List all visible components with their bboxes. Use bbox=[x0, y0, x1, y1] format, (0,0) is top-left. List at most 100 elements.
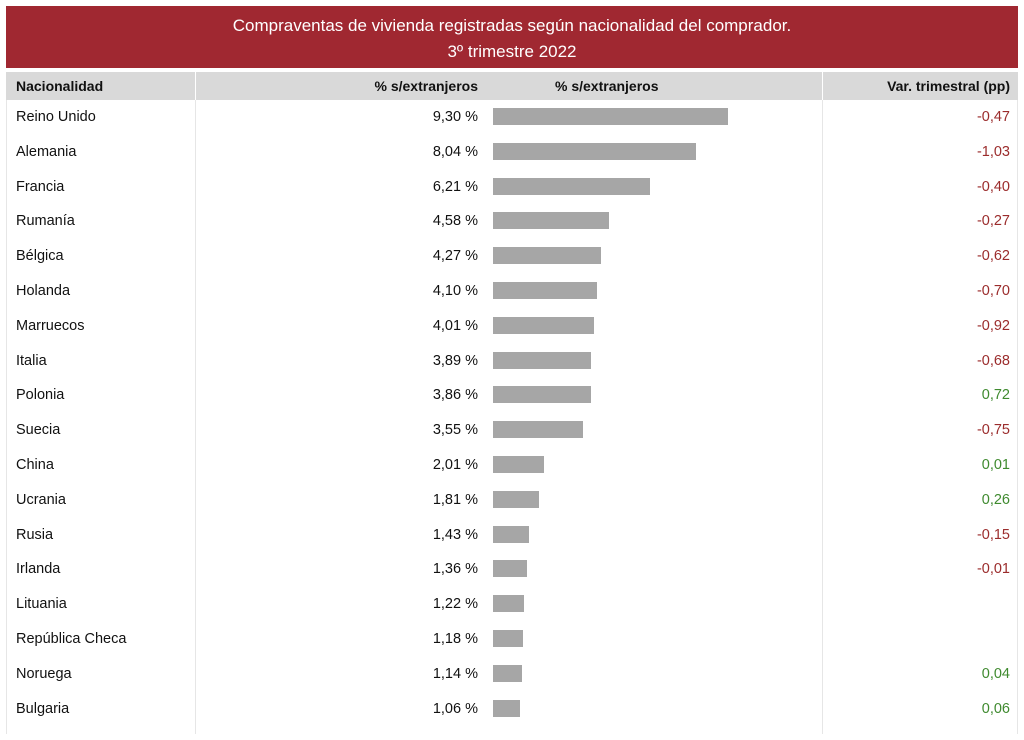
table-row: Marruecos 4,01 % -0,92 bbox=[6, 309, 1018, 344]
pct-value-label: 4,58 % bbox=[432, 213, 478, 230]
pct-value-label: 1,18 % bbox=[432, 631, 478, 647]
nationality-label: Ucrania bbox=[16, 491, 66, 508]
nationality-label: Bulgaria bbox=[16, 700, 70, 717]
variation-value-label: -0,62 bbox=[976, 248, 1010, 265]
title-bar: Compraventas de vivienda registradas seg… bbox=[6, 6, 1018, 68]
variation-value-label bbox=[824, 622, 1010, 657]
table-row: Reino Unido 9,30 % -0,47 bbox=[6, 100, 1018, 135]
bar-república-checa bbox=[493, 630, 523, 647]
nationality-label: Polonia bbox=[16, 387, 65, 404]
table-row: Holanda 4,10 % -0,70 bbox=[6, 274, 1018, 309]
pct-value-label: 3,55 % bbox=[432, 422, 478, 439]
bar-ucrania bbox=[493, 490, 539, 508]
table-row: Italia 3,89 % -0,68 bbox=[6, 344, 1018, 379]
table-row: Rusia 1,43 % -0,15 bbox=[6, 518, 1018, 553]
bar-bulgaria bbox=[493, 699, 520, 717]
header-pct-bar: % s/extranjeros bbox=[555, 78, 659, 94]
variation-value-label: -0,70 bbox=[976, 283, 1010, 299]
pct-value-label: 6,21 % bbox=[432, 178, 478, 195]
table-header: Nacionalidad % s/extranjeros % s/extranj… bbox=[6, 72, 1018, 100]
nationality-label: Italia bbox=[16, 352, 47, 369]
variation-value-label: -0,68 bbox=[976, 352, 1010, 369]
nationality-label: Alemania bbox=[16, 143, 77, 160]
pct-value-label: 1,06 % bbox=[432, 700, 478, 717]
variation-value-label: -1,03 bbox=[976, 143, 1010, 160]
header-nationality: Nacionalidad bbox=[16, 78, 104, 94]
pct-value-label: 4,10 % bbox=[432, 283, 478, 299]
bar-rusia bbox=[493, 525, 530, 543]
table-frame: Compraventas de vivienda registradas seg… bbox=[6, 6, 1018, 734]
nationality-label: Rusia bbox=[16, 526, 54, 543]
bar-lituania bbox=[493, 595, 524, 613]
table-row: Francia 6,21 % -0,40 bbox=[6, 170, 1018, 205]
bar-suecia bbox=[493, 421, 583, 439]
variation-value-label: -0,47 bbox=[976, 109, 1010, 125]
variation-value-label: 0,04 bbox=[981, 665, 1010, 682]
table-row: República Checa 1,18 % bbox=[6, 622, 1018, 657]
pct-value-label: 4,27 % bbox=[432, 248, 478, 265]
pct-value-label: 1,36 % bbox=[432, 561, 478, 578]
nationality-label: Lituania bbox=[16, 596, 67, 613]
variation-value-label: 0,72 bbox=[981, 387, 1010, 404]
table-row: Lituania 1,22 % bbox=[6, 587, 1018, 622]
variation-value-label: 0,26 bbox=[981, 491, 1010, 508]
pct-value-label: 1,14 % bbox=[432, 665, 478, 682]
header-divider bbox=[195, 72, 196, 100]
pct-value-label: 9,30 % bbox=[432, 109, 478, 125]
pct-value-label: 8,04 % bbox=[432, 143, 478, 160]
variation-value-label: 0,01 bbox=[981, 457, 1010, 473]
nationality-label: República Checa bbox=[16, 631, 127, 647]
table-row: Alemania 8,04 % -1,03 bbox=[6, 135, 1018, 170]
nationality-label: Marruecos bbox=[16, 317, 85, 334]
nationality-label: Suecia bbox=[16, 422, 61, 439]
header-var: Var. trimestral (pp) bbox=[887, 78, 1010, 94]
nationality-label: Noruega bbox=[16, 665, 72, 682]
nationality-label: Rumanía bbox=[16, 213, 75, 230]
variation-value-label: -0,15 bbox=[976, 526, 1010, 543]
column-divider bbox=[1017, 100, 1018, 734]
table-row: Rumanía 4,58 % -0,27 bbox=[6, 204, 1018, 239]
variation-value-label bbox=[824, 587, 1010, 622]
nationality-label: China bbox=[16, 457, 54, 473]
page-title: Compraventas de vivienda registradas seg… bbox=[232, 16, 792, 35]
variation-value-label: -0,92 bbox=[976, 317, 1010, 334]
bar-holanda bbox=[493, 282, 597, 299]
variation-value-label: -0,75 bbox=[976, 422, 1010, 439]
table-row: Noruega 1,14 % 0,04 bbox=[6, 657, 1018, 692]
pct-value-label: 3,89 % bbox=[432, 352, 478, 369]
table-row: Bulgaria 1,06 % 0,06 bbox=[6, 692, 1018, 727]
bar-francia bbox=[493, 177, 650, 195]
nationality-label: Bélgica bbox=[16, 248, 64, 265]
table-row: Polonia 3,86 % 0,72 bbox=[6, 378, 1018, 413]
bar-reino-unido bbox=[493, 108, 728, 125]
nationality-label: Irlanda bbox=[16, 561, 61, 578]
table-row: Irlanda 1,36 % -0,01 bbox=[6, 552, 1018, 587]
bar-marruecos bbox=[493, 316, 595, 334]
variation-value-label: -0,40 bbox=[976, 178, 1010, 195]
table-row: Bélgica 4,27 % -0,62 bbox=[6, 239, 1018, 274]
pct-value-label: 4,01 % bbox=[432, 317, 478, 334]
nationality-label: Reino Unido bbox=[16, 109, 96, 125]
bar-polonia bbox=[493, 386, 591, 404]
header-divider bbox=[822, 72, 823, 100]
table-row: Ucrania 1,81 % 0,26 bbox=[6, 483, 1018, 518]
column-divider bbox=[195, 100, 196, 734]
variation-value-label: -0,27 bbox=[976, 213, 1010, 230]
bar-irlanda bbox=[493, 560, 528, 578]
table-row: Suecia 3,55 % -0,75 bbox=[6, 413, 1018, 448]
bar-rumanía bbox=[493, 212, 609, 230]
bar-italia bbox=[493, 351, 592, 369]
nationality-label: Francia bbox=[16, 178, 65, 195]
column-divider bbox=[822, 100, 823, 734]
nationality-label: Holanda bbox=[16, 283, 71, 299]
bar-alemania bbox=[493, 142, 697, 160]
pct-value-label: 1,22 % bbox=[432, 596, 478, 613]
pct-value-label: 3,86 % bbox=[432, 387, 478, 404]
variation-value-label: -0,01 bbox=[976, 561, 1010, 578]
bar-china bbox=[493, 456, 544, 473]
bar-bélgica bbox=[493, 247, 601, 265]
pct-value-label: 2,01 % bbox=[432, 457, 478, 473]
bar-noruega bbox=[493, 664, 522, 682]
page-subtitle: 3º trimestre 2022 bbox=[447, 42, 577, 61]
header-pct: % s/extranjeros bbox=[374, 78, 479, 94]
